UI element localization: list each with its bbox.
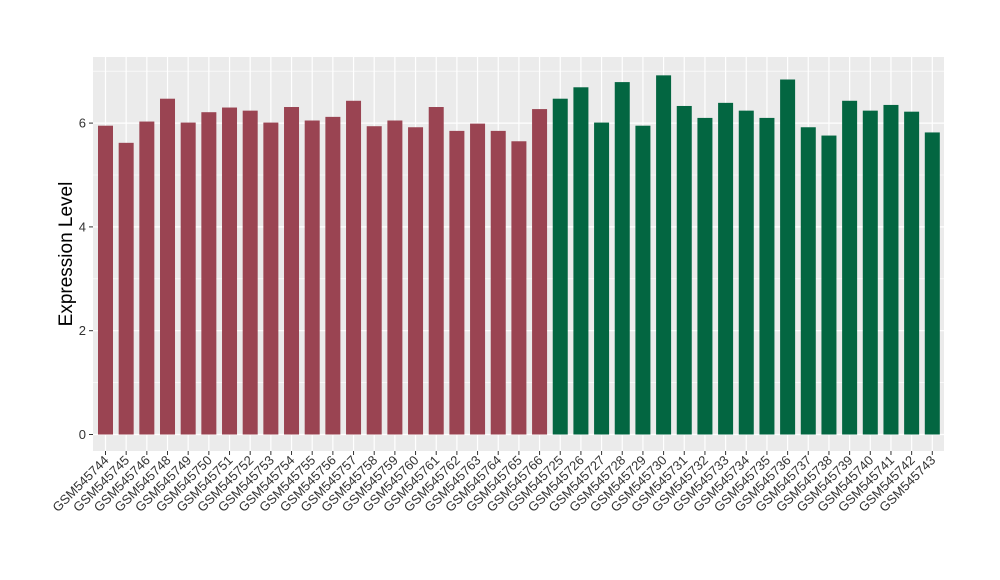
bar [573, 87, 589, 435]
bar [759, 117, 775, 435]
bar [883, 104, 899, 435]
bar [387, 120, 403, 435]
bar [304, 120, 320, 435]
bar [139, 121, 155, 435]
bar [821, 135, 837, 435]
bar [470, 123, 486, 435]
bar [635, 125, 651, 435]
bar [118, 142, 134, 435]
bar [180, 122, 196, 435]
bar [594, 122, 610, 435]
bar [718, 102, 734, 435]
bar [263, 122, 279, 435]
bar [656, 75, 672, 435]
bar [800, 127, 816, 435]
bar [697, 117, 713, 435]
bar [346, 100, 362, 435]
bar [325, 116, 341, 435]
x-axis: GSM545744GSM545745GSM545746GSM545748GSM5… [49, 451, 938, 515]
bar [428, 107, 444, 435]
bar [284, 107, 300, 435]
y-tick-label: 6 [79, 116, 86, 131]
y-tick-label: 2 [79, 323, 86, 338]
bar [160, 98, 176, 435]
bar [614, 82, 630, 435]
y-tick-label: 0 [79, 427, 86, 442]
bar [862, 110, 878, 435]
y-tick-label: 4 [79, 219, 86, 234]
bar [552, 98, 568, 435]
y-axis-title: Expression Level [56, 182, 77, 327]
bar [242, 110, 258, 435]
bar [490, 130, 506, 435]
bar [511, 141, 527, 435]
y-axis: 0 2 4 6 [79, 116, 93, 442]
bar [222, 107, 238, 435]
bar [201, 112, 217, 435]
bar [366, 126, 382, 435]
bar [408, 127, 424, 435]
bar [924, 132, 940, 435]
bar [676, 105, 692, 435]
bar [98, 125, 113, 435]
bars [98, 75, 940, 435]
bar [532, 109, 548, 435]
bar [842, 100, 858, 435]
bar [780, 79, 796, 435]
bar [738, 110, 754, 435]
bar [904, 111, 920, 435]
bar [449, 130, 465, 435]
